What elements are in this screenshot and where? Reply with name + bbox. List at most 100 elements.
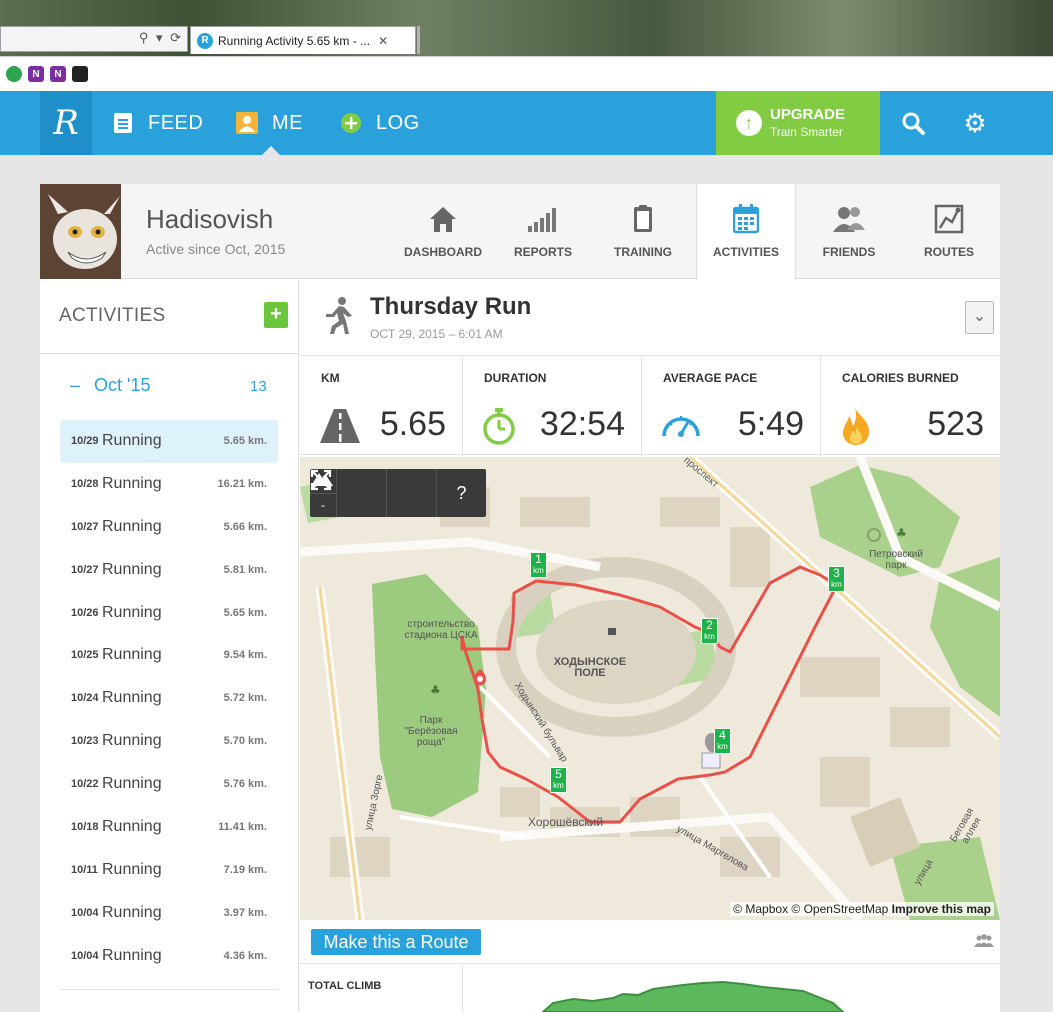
evernote-icon[interactable] (72, 66, 88, 82)
list-item[interactable]: 10/18 Running 11.41 km. (60, 806, 278, 849)
tab-training-label: TRAINING (614, 245, 672, 259)
stat-calories: CALORIES BURNED 523 (821, 356, 1000, 456)
list-item[interactable]: 10/24 Running 5.72 km. (60, 677, 278, 720)
svg-text:♣: ♣ (430, 683, 441, 697)
make-route-button[interactable]: Make this a Route (311, 929, 481, 955)
tab-reports[interactable]: REPORTS (493, 184, 593, 279)
new-tab-button[interactable] (417, 26, 420, 54)
bars-icon (493, 204, 593, 234)
collapse-month-icon[interactable]: – (70, 375, 81, 395)
list-item[interactable]: 10/04 Running 3.97 km. (60, 892, 278, 935)
list-item[interactable]: 10/28 Running 16.21 km. (60, 463, 278, 506)
nav-feed[interactable]: FEED (112, 91, 203, 155)
km-marker[interactable]: 2 km (701, 618, 718, 644)
km-marker[interactable]: 1 km (530, 552, 547, 578)
profile-name[interactable]: Hadisovish (146, 204, 274, 234)
activity-date: OCT 29, 2015 (370, 327, 446, 341)
divider (462, 965, 463, 1012)
activity-title[interactable]: Thursday Run (370, 293, 532, 320)
activity-date: 10/25 (71, 649, 99, 662)
add-activity-button[interactable]: + (264, 302, 288, 328)
browser-tab-title: Running Activity 5.65 km - ... (218, 33, 371, 48)
search-icon[interactable] (898, 108, 930, 140)
activity-date: 10/27 (71, 520, 99, 533)
browser-chrome: ⚲ ▾ ⟳ R Running Activity 5.65 km - ... ✕… (0, 0, 1053, 91)
stat-duration-value: 32:54 (539, 405, 625, 443)
activity-distance: 5.65 km. (223, 606, 267, 619)
tab-activities[interactable]: ACTIVITIES (696, 184, 796, 280)
list-item[interactable]: 10/04 Running 4.36 km. (60, 935, 278, 978)
km-marker[interactable]: 5 km (550, 767, 567, 793)
green-circle-icon[interactable] (6, 66, 22, 82)
elevation-chart[interactable] (463, 965, 1000, 1012)
fullscreen-icon[interactable] (310, 469, 386, 517)
help-button[interactable]: ? (436, 469, 486, 517)
profile-active-since: Active since Oct, 2015 (146, 241, 286, 257)
activity-type: Running (102, 775, 162, 793)
activity-date: 10/23 (71, 735, 99, 748)
map-controls: + - ? (310, 469, 486, 517)
date-separator: – (448, 327, 456, 341)
activity-date: 10/24 (71, 692, 99, 705)
route-map[interactable]: ♣ ♣ проспект Петровский парк строительст… (300, 457, 1000, 920)
activity-distance: 3.97 km. (223, 906, 267, 919)
gear-icon[interactable]: ⚙ (963, 108, 987, 138)
browser-tab[interactable]: R Running Activity 5.65 km - ... ✕ (190, 26, 416, 54)
tab-training[interactable]: TRAINING (593, 184, 693, 279)
tab-friends[interactable]: FRIENDS (799, 184, 899, 279)
tab-close-icon[interactable]: ✕ (378, 33, 389, 48)
list-item[interactable]: 10/22 Running 5.76 km. (60, 763, 278, 806)
activity-date: 10/29 (71, 435, 99, 447)
stats-row: KM 5.65 DURATION 32:54 AVERAGE PACE 5:49 (300, 355, 1000, 456)
onenote-icon[interactable]: N (28, 66, 44, 82)
activity-list: 10/29 Running 5.65 km. 10/28 Running 16.21 km… (60, 420, 278, 978)
activity-type: Running (102, 603, 162, 621)
upgrade-subtitle: Train Smarter (770, 125, 843, 139)
address-bar-tools[interactable]: ⚲ ▾ ⟳ (138, 30, 183, 45)
user-icon (236, 112, 258, 134)
activity-type: Running (102, 646, 162, 664)
activity-date: 10/18 (71, 821, 99, 834)
km-marker[interactable]: 4 km (714, 728, 731, 754)
road-icon (318, 406, 362, 446)
activity-distance: 5.76 km. (223, 778, 267, 791)
terrain-icon[interactable] (311, 469, 436, 517)
list-item[interactable]: 10/29 Running 5.65 km. (60, 420, 278, 463)
runkeeper-logo[interactable]: R (40, 91, 92, 155)
address-bar[interactable]: ⚲ ▾ ⟳ (0, 26, 188, 52)
tab-dashboard[interactable]: DASHBOARD (393, 184, 493, 279)
month-label[interactable]: Oct '15 (94, 375, 151, 395)
map-label: строительство стадиона ЦСКА (404, 619, 478, 641)
list-item[interactable]: 10/11 Running 7.19 km. (60, 849, 278, 892)
improve-map-link[interactable]: Improve this map (891, 902, 991, 916)
chevron-down-icon[interactable]: ⌄ (965, 301, 994, 334)
list-item[interactable]: 10/25 Running 9.54 km. (60, 634, 278, 677)
activity-datetime: OCT 29, 2015 – 6:01 AM (370, 327, 503, 341)
km-marker[interactable]: 3 km (828, 566, 845, 592)
upgrade-button[interactable]: ↑ UPGRADE Train Smarter (716, 91, 880, 155)
stat-km: KM 5.65 (300, 356, 463, 456)
people-icon[interactable] (974, 934, 994, 951)
list-item[interactable]: 10/23 Running 5.70 km. (60, 720, 278, 763)
onenote-icon[interactable]: N (50, 66, 66, 82)
activity-distance: 5.70 km. (223, 735, 267, 748)
route-bar: Make this a Route (300, 920, 1000, 964)
activity-type: Running (102, 560, 162, 578)
nav-log[interactable]: LOG (340, 91, 420, 155)
profile-header: Hadisovish Active since Oct, 2015 DASHBO… (40, 184, 1000, 280)
map-label: Хорошёвский (528, 815, 604, 829)
stat-pace: AVERAGE PACE 5:49 (642, 356, 821, 456)
nav-me[interactable]: ME (236, 91, 303, 155)
favorites-bar: N N (0, 56, 1053, 91)
list-item[interactable]: 10/26 Running 5.65 km. (60, 592, 278, 635)
zoom-out-button[interactable]: - (310, 492, 336, 518)
tab-routes[interactable]: ROUTES (899, 184, 999, 279)
attribution-text[interactable]: © Mapbox © OpenStreetMap (733, 902, 889, 916)
nav-feed-label: FEED (148, 111, 204, 134)
list-item[interactable]: 10/27 Running 5.66 km. (60, 506, 278, 549)
activity-type: Running (102, 903, 162, 921)
list-item[interactable]: 10/27 Running 5.81 km. (60, 549, 278, 592)
activity-card: Hadisovish Active since Oct, 2015 DASHBO… (40, 184, 1000, 1012)
stat-calories-value: 523 (927, 405, 984, 443)
avatar[interactable] (40, 184, 121, 279)
